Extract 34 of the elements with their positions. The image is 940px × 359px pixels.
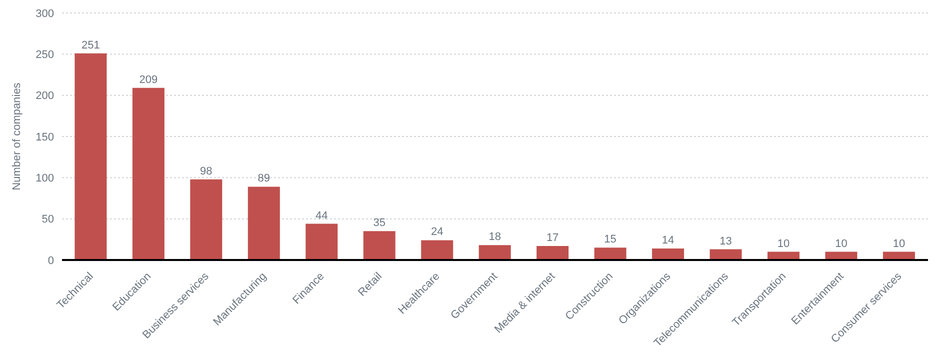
y-tick-label: 200 [36, 90, 54, 102]
data-label: 10 [835, 238, 848, 250]
y-tick-label: 0 [48, 254, 54, 267]
y-tick-label: 50 [42, 214, 54, 226]
y-tick-label: 250 [36, 49, 54, 62]
bar [594, 248, 626, 260]
y-tick-label: 150 [36, 131, 54, 144]
data-label: 251 [82, 39, 100, 52]
data-label: 14 [662, 234, 674, 246]
bar [190, 179, 222, 260]
bar [478, 245, 511, 260]
bar [652, 248, 684, 260]
data-label: 44 [316, 210, 328, 222]
data-label: 15 [604, 234, 616, 246]
bar [421, 240, 454, 260]
bar [248, 186, 280, 260]
bar [132, 88, 164, 260]
data-label: 35 [373, 217, 386, 230]
data-label: 98 [200, 165, 212, 178]
data-label: 209 [139, 74, 158, 86]
y-tick-label: 300 [36, 8, 54, 20]
data-label: 24 [430, 226, 444, 238]
data-label: 18 [488, 231, 501, 244]
data-label: 13 [720, 235, 732, 248]
bar [306, 224, 338, 260]
bar [536, 246, 569, 260]
bar [74, 53, 107, 260]
data-label: 17 [546, 232, 559, 244]
y-tick-label: 100 [36, 172, 54, 185]
y-axis-title: Number of companies [10, 82, 23, 190]
bar [363, 231, 396, 260]
data-label: 10 [777, 238, 790, 250]
data-label: 89 [258, 172, 270, 185]
data-label: 10 [892, 238, 906, 250]
